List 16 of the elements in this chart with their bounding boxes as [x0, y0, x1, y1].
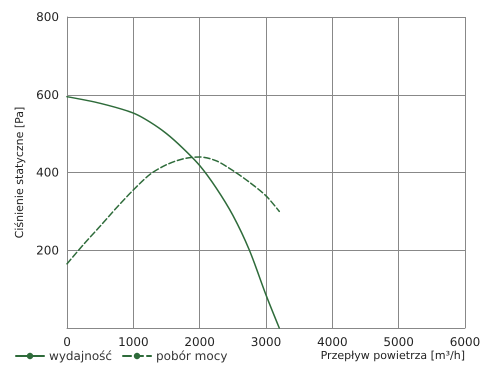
y-tick-label: 400 — [36, 166, 59, 180]
x-tick-label: 2000 — [184, 335, 215, 349]
legend-label: wydajność — [49, 349, 112, 363]
x-axis-title: Przepływ powietrza [m³/h] — [320, 349, 465, 362]
line-series — [66, 96, 280, 329]
y-tick-label: 200 — [36, 243, 59, 258]
x-tick-label: 3000 — [250, 335, 282, 349]
x-tick-label: 4000 — [317, 335, 348, 349]
y-tick-label: 600 — [36, 88, 59, 102]
x-tick-label: 5000 — [383, 335, 414, 349]
y-tick-label: 800 — [36, 10, 59, 24]
x-tick-label: 6000 — [450, 335, 480, 349]
legend-label: pobór mocy — [156, 349, 228, 363]
x-tick-label: 0 — [63, 335, 71, 349]
x-tick-label: 1000 — [118, 335, 149, 349]
y-axis-title: Ciśnienie statyczne [Pa] — [13, 106, 26, 238]
